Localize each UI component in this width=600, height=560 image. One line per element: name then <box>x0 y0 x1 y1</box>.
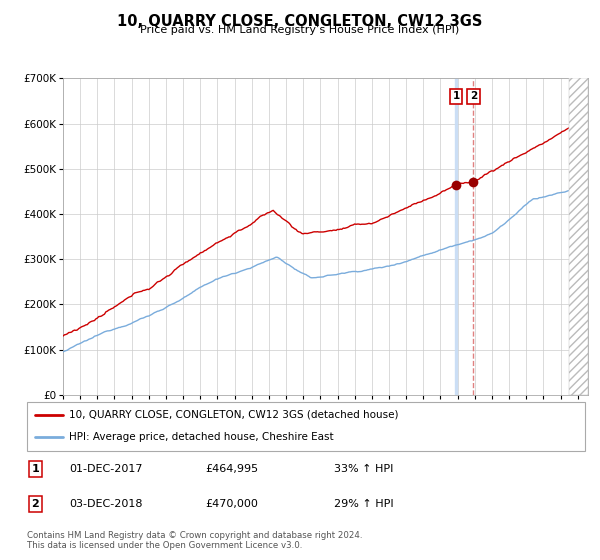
Text: Price paid vs. HM Land Registry’s House Price Index (HPI): Price paid vs. HM Land Registry’s House … <box>140 25 460 35</box>
Text: 29% ↑ HPI: 29% ↑ HPI <box>334 499 394 509</box>
Text: 10, QUARRY CLOSE, CONGLETON, CW12 3GS (detached house): 10, QUARRY CLOSE, CONGLETON, CW12 3GS (d… <box>69 410 398 420</box>
Text: £470,000: £470,000 <box>206 499 259 509</box>
Text: 01-DEC-2017: 01-DEC-2017 <box>69 464 142 474</box>
Text: Contains HM Land Registry data © Crown copyright and database right 2024.
This d: Contains HM Land Registry data © Crown c… <box>27 531 362 550</box>
Text: £464,995: £464,995 <box>206 464 259 474</box>
Text: 1: 1 <box>452 91 460 101</box>
Bar <box>569 78 588 395</box>
Text: 33% ↑ HPI: 33% ↑ HPI <box>334 464 393 474</box>
Text: 03-DEC-2018: 03-DEC-2018 <box>69 499 142 509</box>
Bar <box>569 78 588 395</box>
Bar <box>455 78 457 395</box>
Text: HPI: Average price, detached house, Cheshire East: HPI: Average price, detached house, Ches… <box>69 432 334 442</box>
Text: 10, QUARRY CLOSE, CONGLETON, CW12 3GS: 10, QUARRY CLOSE, CONGLETON, CW12 3GS <box>118 14 482 29</box>
FancyBboxPatch shape <box>27 402 585 451</box>
Text: 2: 2 <box>470 91 477 101</box>
Text: 2: 2 <box>31 499 39 509</box>
Text: 1: 1 <box>31 464 39 474</box>
